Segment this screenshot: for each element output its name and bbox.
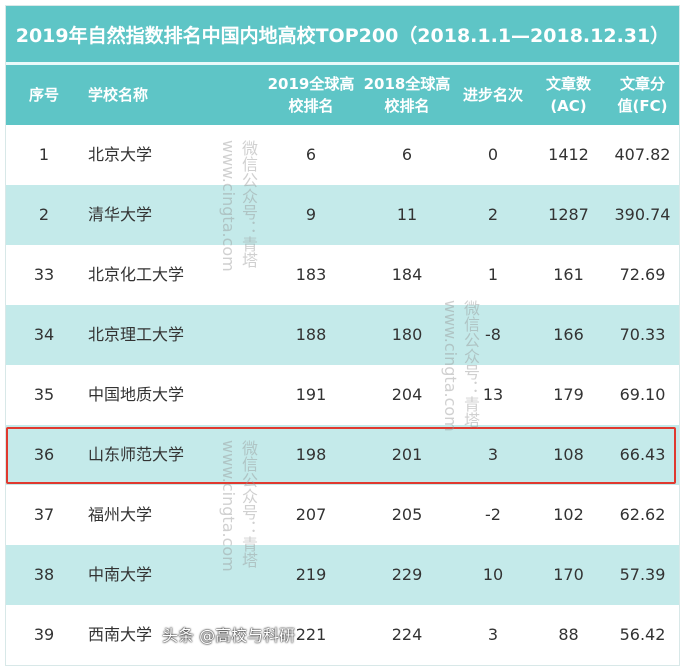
header-rank: 序号 (28, 86, 59, 104)
cell-school: 山东师范大学 (88, 445, 185, 464)
cell-fc: 407.82 (614, 145, 671, 164)
cell-ac: 102 (553, 505, 584, 524)
cell-progress: 3 (487, 445, 499, 464)
header-2019-rank: 2019全球高 校排名 (267, 75, 355, 115)
table-row: 36 山东师范大学 198 201 3 108 66.43 (6, 425, 679, 485)
source-credit: 头条 @高校与科研 (162, 626, 296, 645)
cell-progress: 13 (482, 385, 504, 404)
header-ac: 文章数 (AC) (545, 75, 591, 115)
table-row: 38 中南大学 219 229 10 170 57.39 (6, 545, 679, 605)
cell-fc: 390.74 (614, 205, 671, 224)
table-row: 1 北京大学 6 6 0 1412 407.82 (6, 125, 679, 185)
cell-rank: 37 (33, 505, 55, 524)
cell-rank-2018: 204 (391, 385, 423, 404)
cell-fc: 56.42 (619, 625, 666, 644)
header-2018-rank: 2018全球高 校排名 (363, 75, 451, 115)
cell-rank: 1 (38, 145, 50, 164)
cell-rank-2019: 198 (295, 445, 327, 464)
cell-rank: 34 (33, 325, 55, 344)
cell-rank: 35 (33, 385, 55, 404)
cell-school: 清华大学 (88, 205, 153, 224)
header-school: 学校名称 (88, 86, 149, 104)
cell-fc: 62.62 (619, 505, 666, 524)
table-row: 33 北京化工大学 183 184 1 161 72.69 (6, 245, 679, 305)
cell-ac: 88 (558, 625, 579, 644)
table-row: 37 福州大学 207 205 -2 102 62.62 (6, 485, 679, 545)
cell-ac: 1412 (548, 145, 589, 164)
cell-rank-2018: 180 (391, 325, 423, 344)
cell-progress: 0 (487, 145, 499, 164)
cell-school: 北京大学 (88, 145, 153, 164)
table-row: 2 清华大学 9 11 2 1287 390.74 (6, 185, 679, 245)
ranking-table: 2019年自然指数排名中国内地高校TOP200（2018.1.1—2018.12… (5, 5, 680, 666)
cell-progress: 2 (487, 205, 499, 224)
cell-fc: 57.39 (619, 565, 666, 584)
cell-rank: 38 (33, 565, 55, 584)
cell-school: 中南大学 (88, 565, 153, 584)
cell-school: 北京理工大学 (88, 325, 185, 344)
cell-rank-2019: 221 (295, 625, 327, 644)
cell-fc: 70.33 (619, 325, 666, 344)
cell-ac: 170 (553, 565, 584, 584)
cell-school: 西南大学 (88, 625, 153, 644)
table-row: 39 西南大学 221 224 3 88 56.42 (6, 605, 679, 665)
cell-progress: -2 (485, 505, 501, 524)
table-header: 序号 学校名称 2019全球高 校排名 2018全球高 校排名 进步名次 文章数 (A… (6, 65, 679, 125)
cell-fc: 69.10 (619, 385, 666, 404)
cell-rank-2018: 224 (391, 625, 423, 644)
cell-ac: 108 (553, 445, 584, 464)
cell-school: 中国地质大学 (88, 385, 185, 404)
cell-rank: 36 (33, 445, 55, 464)
table-row: 34 北京理工大学 188 180 -8 166 70.33 (6, 305, 679, 365)
cell-rank-2019: 207 (295, 505, 327, 524)
cell-rank-2018: 11 (396, 205, 418, 224)
table-row: 35 中国地质大学 191 204 13 179 69.10 (6, 365, 679, 425)
cell-rank-2019: 183 (295, 265, 327, 284)
table-title: 2019年自然指数排名中国内地高校TOP200（2018.1.1—2018.12… (6, 6, 679, 65)
cell-rank-2018: 229 (391, 565, 423, 584)
cell-rank-2019: 219 (295, 565, 327, 584)
cell-progress: -8 (485, 325, 501, 344)
cell-ac: 161 (553, 265, 584, 284)
cell-rank: 39 (33, 625, 55, 644)
cell-progress: 1 (487, 265, 499, 284)
cell-rank-2019: 6 (305, 145, 317, 164)
cell-fc: 66.43 (619, 445, 666, 464)
header-progress: 进步名次 (462, 86, 523, 104)
cell-rank-2018: 205 (391, 505, 423, 524)
cell-rank-2019: 188 (295, 325, 327, 344)
cell-progress: 3 (487, 625, 499, 644)
cell-rank-2018: 201 (391, 445, 423, 464)
cell-fc: 72.69 (619, 265, 666, 284)
cell-school: 北京化工大学 (88, 265, 185, 284)
cell-rank-2019: 9 (305, 205, 317, 224)
header-fc: 文章分 值(FC) (617, 75, 668, 115)
cell-rank-2019: 191 (295, 385, 327, 404)
cell-rank-2018: 6 (401, 145, 413, 164)
cell-ac: 179 (553, 385, 584, 404)
cell-ac: 166 (553, 325, 584, 344)
cell-rank: 2 (38, 205, 50, 224)
cell-progress: 10 (482, 565, 504, 584)
cell-school: 福州大学 (88, 505, 153, 524)
cell-ac: 1287 (548, 205, 589, 224)
cell-rank-2018: 184 (391, 265, 423, 284)
cell-rank: 33 (33, 265, 55, 284)
